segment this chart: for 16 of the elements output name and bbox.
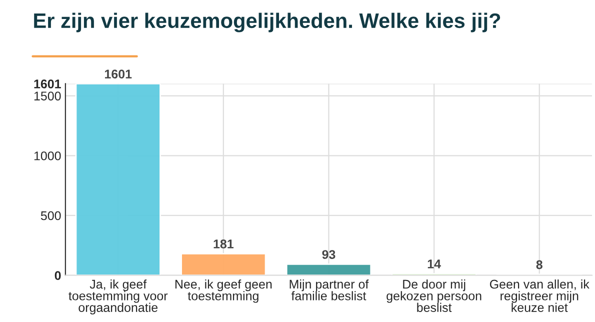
- x-tick-label: Ja, ik geef toestemming voor orgaandonatie: [68, 279, 168, 314]
- x-tick-label: De door mij gekozen persoon beslist: [386, 279, 482, 312]
- y-tick-label: 0: [54, 271, 61, 280]
- data-label: 181: [214, 240, 234, 248]
- data-label: 93: [322, 250, 336, 259]
- data-label: 1601: [104, 70, 132, 78]
- data-label: 8: [536, 260, 542, 270]
- y-tick-label: 1000: [34, 151, 61, 160]
- y-tick-label: 1500: [34, 92, 61, 100]
- y-tick-label: 500: [40, 211, 61, 220]
- x-tick-label: Mijn partner of familie beslist: [290, 279, 369, 300]
- y-tick-label: 1601: [34, 80, 61, 88]
- x-tick-label: Geen van allen, ik registreer mijn keuze niet: [490, 279, 590, 312]
- data-label: 14: [428, 260, 441, 268]
- chart-title: Er zijn vier keuzemogelijkheden. Welke kies jij?: [34, 12, 500, 32]
- x-tick-label: Nee, ik geef geen toestemming: [175, 279, 272, 303]
